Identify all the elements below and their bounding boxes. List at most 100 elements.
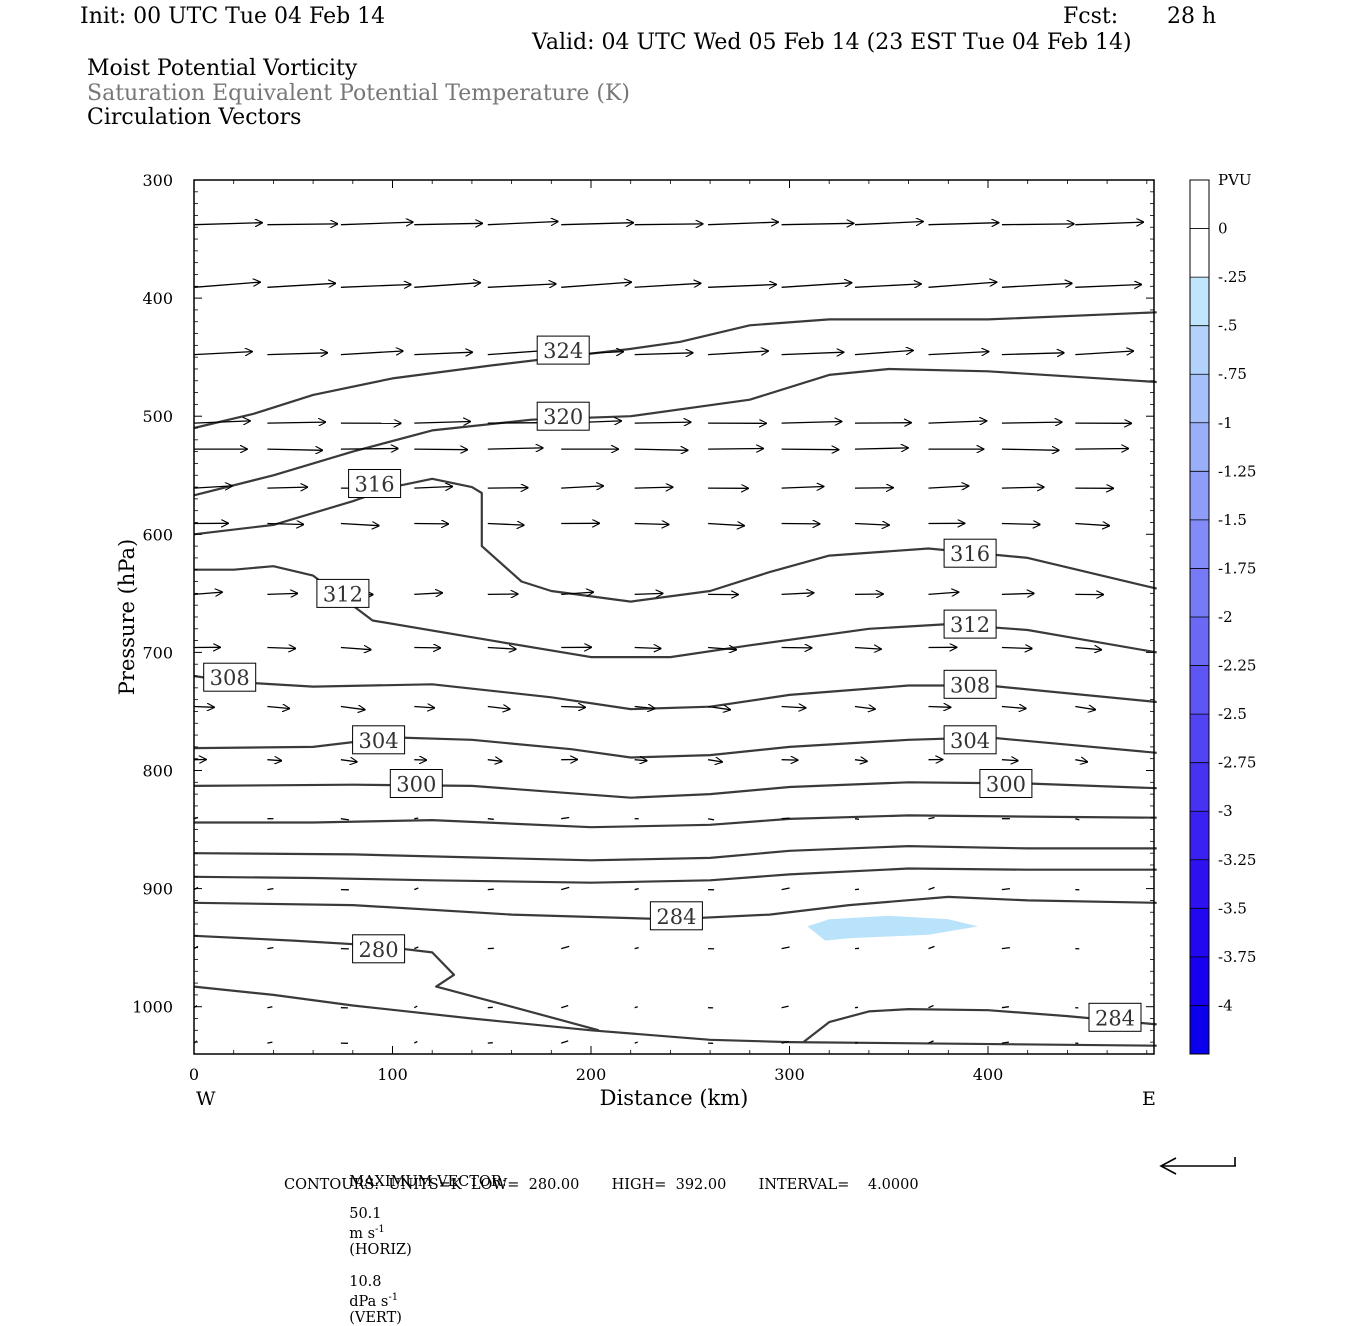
circulation-vector (635, 1042, 638, 1043)
colorbar: 0-.25-.5-.75-1-1.25-1.5-1.75-2-2.25-2.5-… (1190, 180, 1256, 1055)
circulation-vector (782, 818, 790, 819)
circulation-vector (414, 947, 418, 949)
circulation-vector (341, 524, 379, 526)
circulation-vector (929, 946, 935, 948)
circulation-vector (561, 1041, 568, 1043)
y-tick-label: 600 (142, 525, 173, 544)
circulation-vector (414, 593, 442, 595)
circulation-vector (855, 284, 921, 287)
contour-label: 324 (543, 339, 583, 363)
circulation-vector (1075, 449, 1128, 450)
circulation-vector (1002, 889, 1010, 890)
colorbar-label: -1.5 (1218, 511, 1247, 529)
horiz-unit: m s (349, 1226, 375, 1242)
circulation-vector (1075, 222, 1143, 225)
circulation-vector (414, 487, 452, 489)
circulation-vector (1002, 487, 1044, 488)
circulation-vector (267, 707, 289, 709)
circulation-vector (1002, 707, 1026, 709)
contour-288 (194, 869, 1157, 883)
circulation-vector (414, 1042, 417, 1044)
colorbar-segment (1190, 374, 1209, 423)
colorbar-label: -3.75 (1218, 948, 1256, 966)
circulation-vector (635, 889, 639, 890)
colorbar-label: -3 (1218, 802, 1233, 820)
contour-label: 284 (1095, 1006, 1135, 1030)
circulation-vector (929, 1006, 934, 1008)
circulation-vector (414, 818, 418, 819)
reference-vector-arrow (1161, 1157, 1236, 1174)
circulation-vector (341, 449, 398, 450)
colorbar-label: -4 (1218, 996, 1233, 1014)
contour-label: 316 (950, 542, 990, 566)
contour-label: 312 (323, 582, 363, 606)
circulation-vector (561, 818, 569, 819)
colorbar-label: 0 (1218, 220, 1228, 238)
circulation-vector (1075, 285, 1141, 288)
circulation-vector (488, 648, 516, 650)
circulation-vector (782, 888, 790, 890)
colorbar-segment (1190, 1005, 1209, 1054)
contour-label: 304 (359, 729, 399, 753)
west-label: W (196, 1088, 216, 1110)
colorbar-segment (1190, 860, 1209, 909)
colorbar-label: -3.5 (1218, 899, 1247, 917)
colorbar-label: -2.75 (1218, 754, 1256, 772)
x-tick-label: 200 (576, 1065, 607, 1084)
circulation-vector (782, 352, 844, 354)
circulation-vector (929, 352, 989, 355)
circulation-vector (341, 819, 349, 820)
horiz-max-value: 50.1 (349, 1206, 381, 1222)
circulation-vector (194, 223, 262, 225)
circulation-vector (194, 592, 222, 594)
circulation-vector (561, 707, 585, 708)
circulation-vector (1075, 760, 1087, 762)
contour-320 (194, 369, 1157, 495)
circulation-vector (635, 422, 691, 423)
circulation-vector (561, 223, 633, 225)
circulation-vector (782, 449, 839, 450)
circulation-vector (929, 421, 987, 423)
colorbar-label: -3.25 (1218, 851, 1256, 869)
colorbar-segment (1190, 763, 1209, 812)
circulation-vector (488, 760, 502, 762)
horiz-tag: (HORIZ) (349, 1242, 412, 1258)
circulation-vector (1002, 224, 1074, 225)
contour-label: 312 (950, 613, 990, 637)
y-axis-title: Pressure (hPa) (115, 539, 139, 695)
circulation-vector (488, 819, 494, 820)
circulation-vector (194, 707, 214, 708)
contour-label: 300 (396, 773, 436, 797)
contour-label: 316 (355, 473, 395, 497)
contours-info: CONTOURS: UNITS=K LOW= 280.00 HIGH= 392.… (284, 1177, 919, 1193)
circulation-vector (782, 422, 842, 424)
circulation-vector (855, 222, 923, 225)
y-tick-label: 800 (142, 762, 173, 781)
circulation-vector (782, 1006, 789, 1008)
colorbar-segment (1190, 277, 1209, 326)
circulation-vector (635, 760, 647, 761)
circulation-vector (267, 1042, 272, 1043)
circulation-vector (1002, 948, 1010, 949)
contour-label: 320 (543, 405, 583, 429)
circulation-vector (267, 422, 325, 423)
circulation-vector (708, 449, 763, 450)
colorbar-label: -2.25 (1218, 657, 1256, 675)
circulation-vector (267, 948, 273, 949)
vert-tag: (VERT) (349, 1310, 402, 1326)
y-tick-label: 500 (142, 407, 173, 426)
contour-label: 308 (950, 673, 990, 697)
mpv-shading-layer (807, 916, 978, 941)
mpv-shaded-region (807, 916, 978, 941)
circulation-vector (561, 282, 631, 287)
circulation-vector (782, 283, 852, 288)
circulation-vector (1002, 1007, 1009, 1008)
circulation-vector (414, 223, 482, 224)
circulation-vector (855, 648, 881, 650)
circulation-vector (1002, 449, 1059, 450)
circulation-vector (929, 818, 935, 819)
circulation-vector (929, 486, 969, 488)
colorbar-title: PVU (1218, 171, 1252, 189)
circulation-vector (855, 448, 908, 449)
circulation-vector (267, 449, 322, 450)
